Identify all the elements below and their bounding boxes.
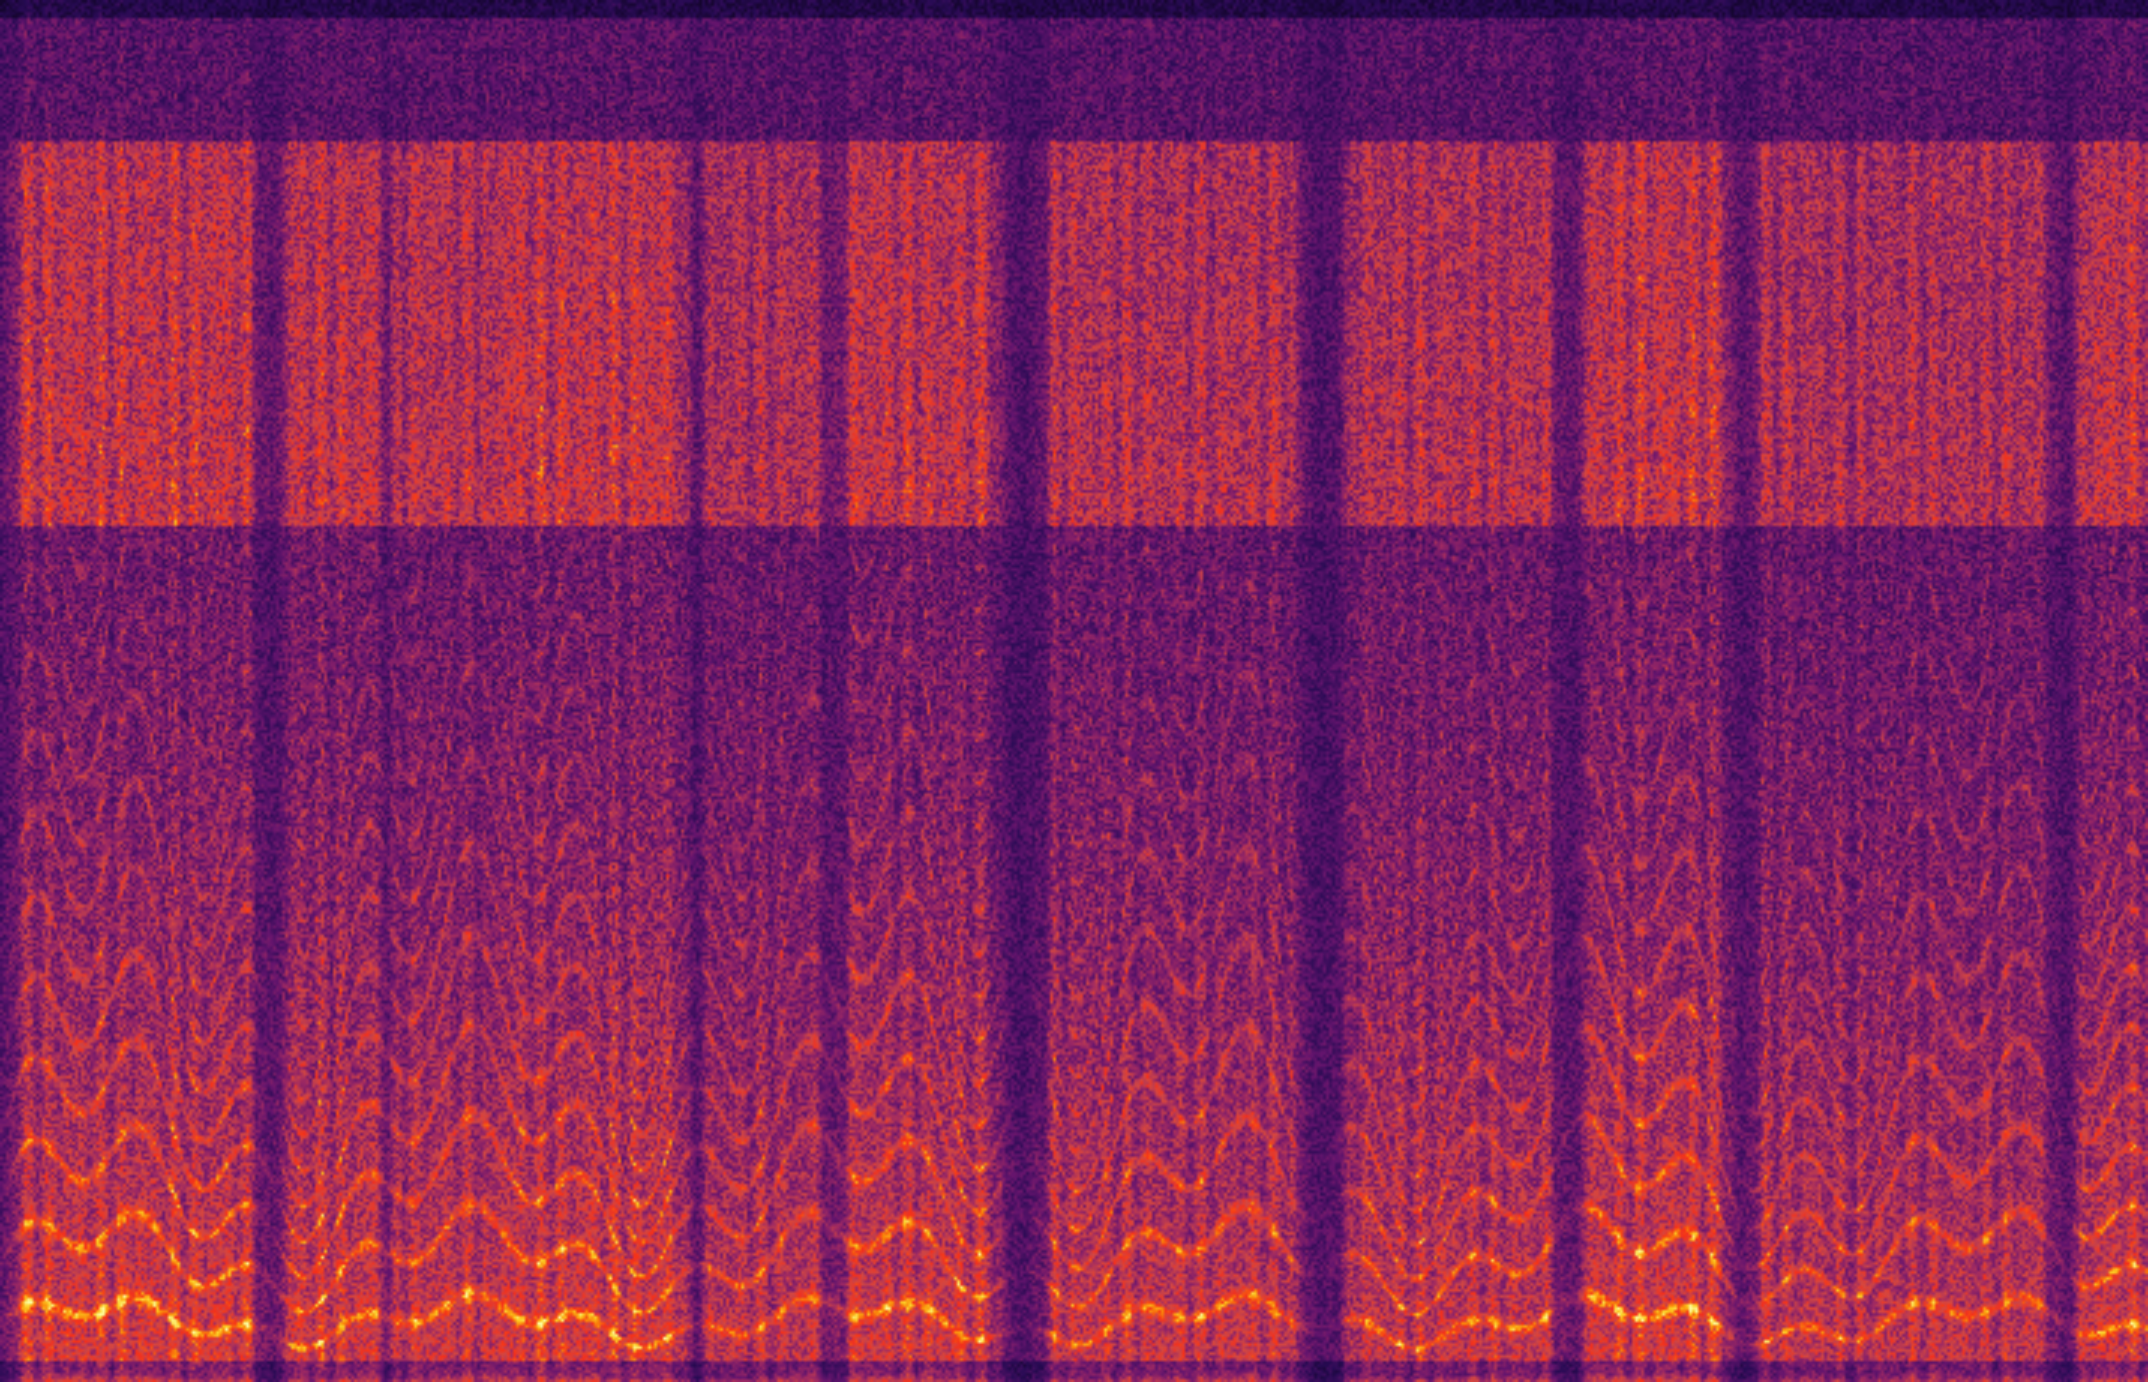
spectrogram-figure — [0, 0, 2148, 1382]
spectrogram-heatmap — [0, 0, 2148, 1382]
